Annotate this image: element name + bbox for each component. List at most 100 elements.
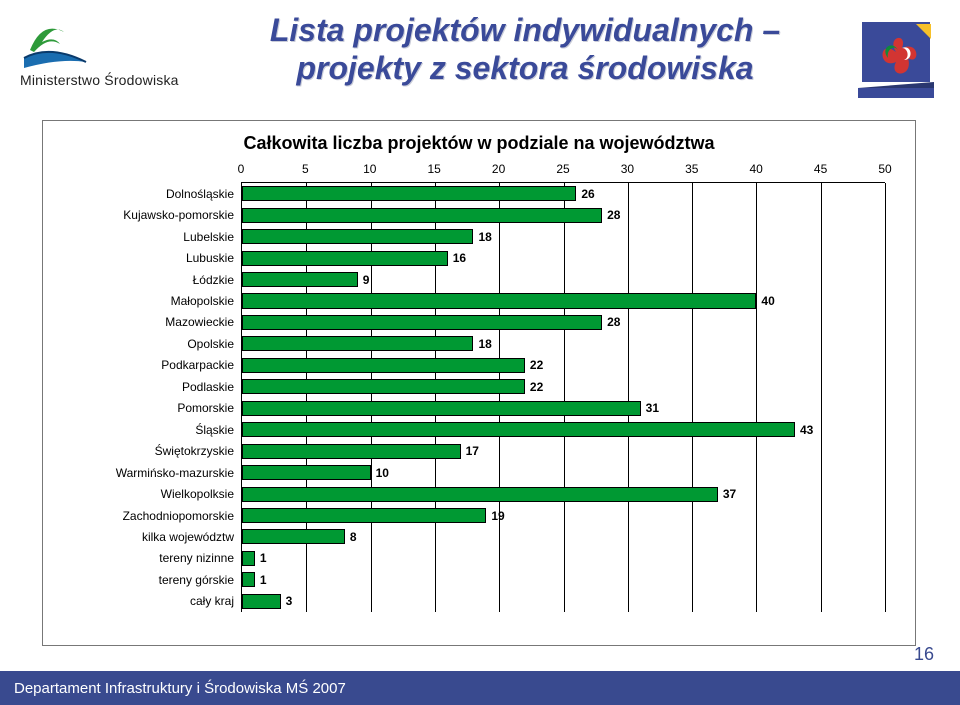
bar-category-label: Wielkopolksie bbox=[161, 487, 234, 501]
bar: 19 bbox=[242, 508, 486, 523]
bar-row: Małopolskie40 bbox=[242, 290, 885, 311]
bar-value-label: 19 bbox=[491, 509, 504, 523]
bar-category-label: Warmińsko-mazurskie bbox=[116, 466, 234, 480]
bar-category-label: cały kraj bbox=[190, 594, 234, 608]
bar: 28 bbox=[242, 315, 602, 330]
bar-value-label: 3 bbox=[286, 594, 293, 608]
x-tick-label: 40 bbox=[750, 162, 763, 176]
bar-category-label: Dolnośląskie bbox=[166, 187, 234, 201]
bar-value-label: 28 bbox=[607, 315, 620, 329]
bar: 9 bbox=[242, 272, 358, 287]
bar-value-label: 22 bbox=[530, 358, 543, 372]
bar-category-label: Podkarpackie bbox=[161, 358, 234, 372]
bar-category-label: kilka województw bbox=[142, 530, 234, 544]
bar-value-label: 37 bbox=[723, 487, 736, 501]
bars-container: Dolnośląskie26Kujawsko-pomorskie28Lubels… bbox=[242, 183, 885, 612]
x-tick-label: 25 bbox=[556, 162, 569, 176]
bar-value-label: 9 bbox=[363, 273, 370, 287]
bar: 22 bbox=[242, 358, 525, 373]
bar: 31 bbox=[242, 401, 641, 416]
bar: 22 bbox=[242, 379, 525, 394]
bar-value-label: 8 bbox=[350, 530, 357, 544]
bar-value-label: 18 bbox=[478, 230, 491, 244]
bar-value-label: 31 bbox=[646, 401, 659, 415]
x-tick-label: 45 bbox=[814, 162, 827, 176]
x-tick-label: 50 bbox=[878, 162, 891, 176]
bar-category-label: Pomorskie bbox=[177, 401, 234, 415]
bar-row: Pomorskie31 bbox=[242, 398, 885, 419]
x-tick-label: 5 bbox=[302, 162, 309, 176]
bar-category-label: Zachodniopomorskie bbox=[123, 509, 234, 523]
chart-title: Całkowita liczba projektów w podziale na… bbox=[43, 133, 915, 154]
bar: 8 bbox=[242, 529, 345, 544]
bar: 18 bbox=[242, 229, 473, 244]
bar-row: tereny górskie1 bbox=[242, 569, 885, 590]
bar-category-label: Lubuskie bbox=[186, 251, 234, 265]
x-tick-label: 35 bbox=[685, 162, 698, 176]
bar-value-label: 40 bbox=[761, 294, 774, 308]
bar: 18 bbox=[242, 336, 473, 351]
bar-category-label: Opolskie bbox=[187, 337, 234, 351]
bar-row: Warmińsko-mazurskie10 bbox=[242, 462, 885, 483]
bar-value-label: 17 bbox=[466, 444, 479, 458]
bar-row: Dolnośląskie26 bbox=[242, 183, 885, 204]
bar-value-label: 28 bbox=[607, 208, 620, 222]
bar-category-label: Małopolskie bbox=[171, 294, 234, 308]
bar-category-label: Łódzkie bbox=[193, 273, 234, 287]
x-tick-label: 30 bbox=[621, 162, 634, 176]
chart-plot-area: 05101520253035404550 Dolnośląskie26Kujaw… bbox=[241, 162, 885, 612]
bar: 3 bbox=[242, 594, 281, 609]
title-line-1: Lista projektów indywidualnych – bbox=[270, 12, 780, 48]
title-line-2: projekty z sektora środowiska bbox=[296, 50, 753, 86]
bar-value-label: 16 bbox=[453, 251, 466, 265]
bar-category-label: Świętokrzyskie bbox=[155, 444, 234, 458]
bar: 10 bbox=[242, 465, 371, 480]
bar-row: Śląskie43 bbox=[242, 419, 885, 440]
bar: 16 bbox=[242, 251, 448, 266]
footer-text: Departament Infrastruktury i Środowiska … bbox=[14, 680, 346, 697]
x-axis-labels: 05101520253035404550 bbox=[241, 162, 885, 180]
bar: 40 bbox=[242, 293, 756, 308]
bar-row: cały kraj3 bbox=[242, 591, 885, 612]
bar-category-label: Śląskie bbox=[195, 423, 234, 437]
gridline bbox=[885, 183, 886, 612]
bar-value-label: 43 bbox=[800, 423, 813, 437]
bar-value-label: 10 bbox=[376, 466, 389, 480]
bar-category-label: tereny górskie bbox=[159, 573, 234, 587]
bar-row: Kujawsko-pomorskie28 bbox=[242, 204, 885, 225]
x-tick-label: 10 bbox=[363, 162, 376, 176]
bar-value-label: 1 bbox=[260, 551, 267, 565]
bar: 1 bbox=[242, 551, 255, 566]
page-number: 16 bbox=[914, 644, 934, 665]
bar-category-label: tereny nizinne bbox=[159, 551, 234, 565]
bar-value-label: 26 bbox=[581, 187, 594, 201]
bar: 26 bbox=[242, 186, 576, 201]
bar-category-label: Kujawsko-pomorskie bbox=[123, 208, 234, 222]
bar-value-label: 22 bbox=[530, 380, 543, 394]
bar-row: kilka województw8 bbox=[242, 526, 885, 547]
ministry-logo-block: Ministerstwo Środowiska bbox=[20, 14, 200, 88]
ministry-label: Ministerstwo Środowiska bbox=[20, 72, 200, 88]
slide-title: Lista projektów indywidualnych – projekt… bbox=[220, 12, 830, 88]
bar-category-label: Podlaskie bbox=[182, 380, 234, 394]
bar-row: Zachodniopomorskie19 bbox=[242, 505, 885, 526]
bar-row: Opolskie18 bbox=[242, 333, 885, 354]
bar-row: Łódzkie9 bbox=[242, 269, 885, 290]
x-tick-label: 15 bbox=[428, 162, 441, 176]
x-tick-label: 20 bbox=[492, 162, 505, 176]
bar: 43 bbox=[242, 422, 795, 437]
bar: 37 bbox=[242, 487, 718, 502]
bar-row: Mazowieckie28 bbox=[242, 312, 885, 333]
bar: 28 bbox=[242, 208, 602, 223]
chart-container: Całkowita liczba projektów w podziale na… bbox=[42, 120, 916, 646]
bar: 1 bbox=[242, 572, 255, 587]
footer-bar: Departament Infrastruktury i Środowiska … bbox=[0, 671, 960, 705]
bar-row: Lubelskie18 bbox=[242, 226, 885, 247]
bar-row: Wielkopolksie37 bbox=[242, 483, 885, 504]
eu-flag-icon bbox=[858, 18, 934, 103]
bar-category-label: Lubelskie bbox=[183, 230, 234, 244]
bar-category-label: Mazowieckie bbox=[165, 315, 234, 329]
bar-row: Lubuskie16 bbox=[242, 247, 885, 268]
bar-value-label: 1 bbox=[260, 573, 267, 587]
bar: 17 bbox=[242, 444, 461, 459]
